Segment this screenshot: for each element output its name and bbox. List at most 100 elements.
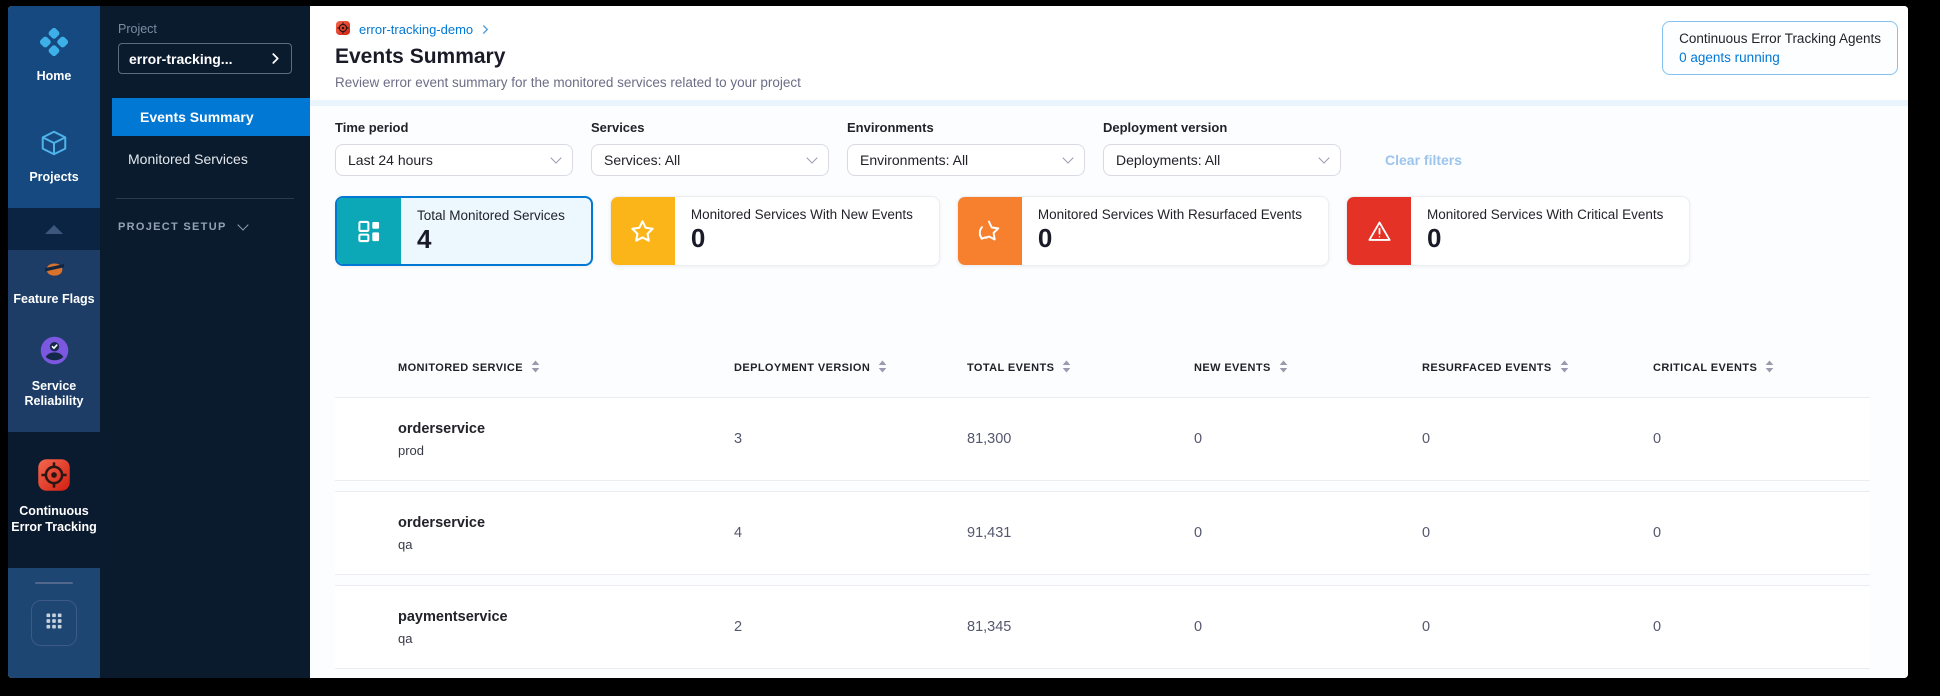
- filter-select[interactable]: Environments: All: [847, 144, 1085, 176]
- summary-card-value: 0: [1427, 223, 1442, 253]
- module-nav-collapse[interactable]: [8, 208, 100, 250]
- summary-card[interactable]: Total Monitored Services 4: [335, 196, 593, 266]
- sort-icon[interactable]: [1062, 360, 1071, 376]
- chevron-down-icon: [1062, 152, 1074, 164]
- chevron-down-icon: [236, 219, 249, 231]
- table-row[interactable]: orderservice qa 4 91,431 0 0 0: [335, 491, 1870, 575]
- apps-grid-button[interactable]: [31, 600, 77, 646]
- summary-card-body: Monitored Services With New Events 0: [675, 197, 939, 265]
- column-header-label: CRITICAL EVENTS: [1653, 362, 1758, 374]
- filter-group: Deployment version Deployments: All: [1103, 120, 1341, 176]
- harness-home-icon: [39, 27, 69, 62]
- column-header[interactable]: RESURFACED EVENTS: [1422, 360, 1653, 376]
- chevron-right-icon: [270, 51, 281, 67]
- module-nav-item-home[interactable]: Home: [8, 6, 100, 106]
- filters-row: Time period Last 24 hours Services: [335, 120, 1870, 176]
- total-events-cell: 91,431: [967, 525, 1012, 541]
- filter-label: Time period: [335, 120, 409, 135]
- chevron-down-icon: [550, 152, 562, 164]
- column-header[interactable]: NEW EVENTS: [1194, 360, 1422, 376]
- summary-card-body: Monitored Services With Critical Events …: [1411, 197, 1689, 265]
- summary-card-label: Monitored Services With New Events: [690, 207, 913, 222]
- events-table: MONITORED SERVICE DEPLOYMENT VERSION: [335, 348, 1870, 669]
- filter-selected-value: Environments: All: [860, 152, 969, 168]
- summary-card-value: 0: [1037, 223, 1053, 253]
- main-content: error-tracking-demo Events Summary Revie…: [310, 6, 1908, 678]
- cube-icon: [39, 128, 69, 163]
- column-header-label: TOTAL EVENTS: [967, 362, 1055, 374]
- module-nav-item-service-reliability[interactable]: Service Reliability: [8, 312, 100, 432]
- filter-select[interactable]: Last 24 hours: [335, 144, 573, 176]
- nav-item-monitored-services[interactable]: Monitored Services: [128, 151, 248, 167]
- summary-card-value: 0: [690, 223, 706, 253]
- agents-running-link[interactable]: 0 agents running: [1679, 50, 1780, 65]
- star-refresh-icon: [957, 197, 1022, 265]
- column-header[interactable]: TOTAL EVENTS: [967, 360, 1194, 376]
- service-environment: prod: [398, 442, 425, 458]
- filter-select[interactable]: Deployments: All: [1103, 144, 1341, 176]
- project-setup-label: PROJECT SETUP: [118, 221, 227, 233]
- column-header[interactable]: MONITORED SERVICE: [398, 360, 734, 376]
- resurfaced-events-cell: 0: [1422, 619, 1431, 635]
- filter-groups: Time period Last 24 hours Services: [335, 120, 1359, 176]
- project-setup-toggle[interactable]: PROJECT SETUP: [100, 219, 310, 233]
- column-header[interactable]: CRITICAL EVENTS: [1653, 360, 1870, 376]
- module-nav-item-feature-flags[interactable]: Feature Flags: [8, 250, 100, 312]
- module-nav-bottom: [8, 568, 100, 678]
- clear-filters-link[interactable]: Clear filters: [1385, 152, 1463, 168]
- project-nav: Project error-tracking... Events Summary…: [100, 6, 310, 678]
- column-header[interactable]: DEPLOYMENT VERSION: [734, 360, 967, 376]
- module-nav-item-projects[interactable]: Projects: [8, 106, 100, 208]
- filter-selected-value: Deployments: All: [1116, 152, 1221, 168]
- summary-card-label: Monitored Services With Resurfaced Event…: [1037, 207, 1303, 222]
- project-section-label: Project: [118, 22, 157, 36]
- agents-status-box[interactable]: Continuous Error Tracking Agents 0 agent…: [1662, 21, 1898, 75]
- service-name: orderservice: [398, 514, 486, 531]
- breadcrumb-project-link[interactable]: error-tracking-demo: [359, 22, 474, 37]
- dashboard-grid-icon: [337, 198, 401, 264]
- new-events-cell: 0: [1194, 619, 1203, 635]
- page-title: Events Summary: [335, 45, 506, 68]
- service-name: paymentservice: [398, 608, 508, 625]
- total-events-cell: 81,345: [967, 619, 1012, 635]
- service-environment: qa: [398, 536, 413, 552]
- table-row[interactable]: orderservice prod 3 81,300 0 0 0: [335, 397, 1870, 481]
- service-cell: paymentservice qa: [398, 609, 734, 646]
- module-nav-spacer: [8, 560, 100, 568]
- filter-select[interactable]: Services: All: [591, 144, 829, 176]
- breadcrumb: error-tracking-demo: [335, 20, 1908, 39]
- critical-events-cell: 0: [1653, 525, 1662, 541]
- module-nav-divider: [35, 582, 73, 584]
- error-tracking-target-icon: [36, 457, 72, 498]
- chevron-down-icon: [806, 152, 818, 164]
- summary-card[interactable]: Monitored Services With Resurfaced Event…: [956, 196, 1330, 266]
- total-events-cell: 81,300: [967, 431, 1012, 447]
- new-events-cell: 0: [1194, 431, 1203, 447]
- filter-selected-value: Services: All: [604, 152, 681, 168]
- module-nav-item-continuous-error-tracking[interactable]: Continuous Error Tracking: [8, 432, 100, 560]
- service-reliability-icon: [38, 334, 71, 372]
- chevron-right-icon: [481, 22, 490, 37]
- summary-card-body: Total Monitored Services 4: [401, 198, 591, 264]
- table-row[interactable]: paymentservice qa 2 81,345 0 0 0: [335, 585, 1870, 669]
- module-nav-label: Projects: [29, 170, 79, 184]
- sort-icon[interactable]: [878, 360, 887, 376]
- critical-events-cell: 0: [1653, 619, 1662, 635]
- deployment-version-cell: 3: [734, 431, 743, 447]
- column-header-label: NEW EVENTS: [1194, 362, 1271, 374]
- star-icon: [610, 197, 675, 265]
- sort-icon[interactable]: [1560, 360, 1569, 376]
- summary-card-body: Monitored Services With Resurfaced Event…: [1022, 197, 1328, 265]
- sort-icon[interactable]: [1765, 360, 1774, 376]
- column-header-label: RESURFACED EVENTS: [1422, 362, 1552, 374]
- nav-item-events-summary[interactable]: Events Summary: [112, 98, 310, 136]
- sort-icon[interactable]: [1279, 360, 1288, 376]
- sort-icon[interactable]: [531, 360, 540, 376]
- page-subtitle: Review error event summary for the monit…: [335, 75, 801, 90]
- filter-group: Environments Environments: All: [847, 120, 1085, 176]
- project-selector[interactable]: error-tracking...: [118, 43, 292, 74]
- chevron-up-icon: [45, 224, 63, 234]
- summary-card[interactable]: Monitored Services With New Events 0: [609, 196, 940, 266]
- project-nav-menu: Events Summary Monitored Services: [100, 98, 310, 178]
- summary-card[interactable]: Monitored Services With Critical Events …: [1346, 196, 1691, 266]
